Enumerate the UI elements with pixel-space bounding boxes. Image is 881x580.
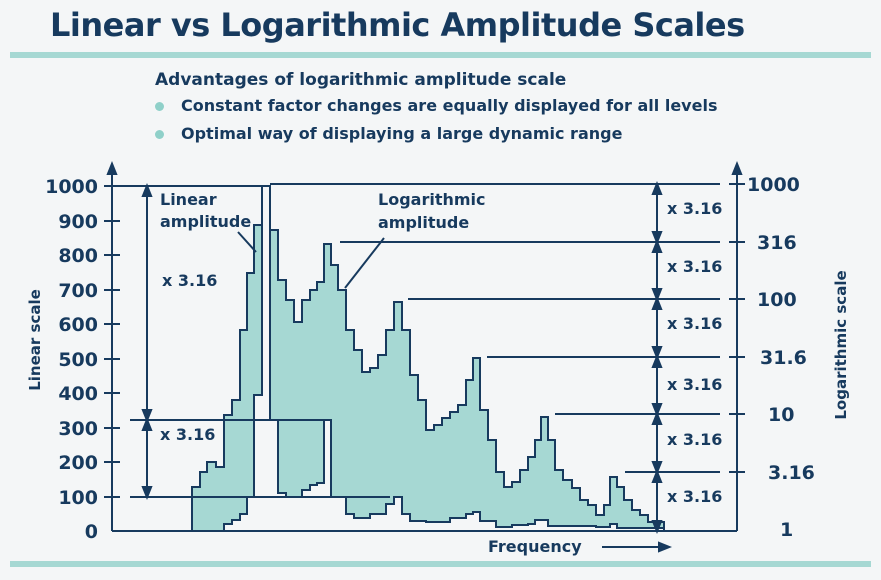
page-title: Linear vs Logarithmic Amplitude Scales [50, 6, 745, 44]
left-tick-label: 900 [58, 211, 98, 233]
advantage-item: Optimal way of displaying a large dynami… [155, 124, 717, 152]
log-factor-label: x 3.16 [667, 257, 722, 276]
linear-amplitude-label-line: Linear [160, 190, 217, 209]
left-axis-title: Linear scale [26, 289, 44, 391]
left-tick-label: 100 [58, 487, 98, 509]
log-factor-label: x 3.16 [667, 199, 722, 218]
right-tick-label: 1000 [747, 174, 800, 196]
left-tick-label: 700 [58, 280, 98, 302]
right-tick-label: 10 [768, 404, 794, 426]
left-tick-label: 300 [58, 418, 98, 440]
left-tick-label: 1000 [45, 176, 98, 198]
log-factor-label: x 3.16 [667, 314, 722, 333]
title-underline [10, 52, 871, 58]
right-axis-title: Logarithmic scale [832, 270, 850, 419]
log-amplitude-label: Logarithmic amplitude [378, 190, 491, 232]
left-tick-label: 800 [58, 245, 98, 267]
advantages-list: Constant factor changes are equally disp… [155, 96, 717, 152]
log-amplitude-label-line: amplitude [378, 213, 469, 232]
log-callout-line [344, 237, 385, 289]
log-factor-label: x 3.16 [667, 375, 722, 394]
left-tick-label: 400 [58, 383, 98, 405]
right-tick-label: 316 [757, 232, 797, 254]
right-tick-marks [729, 183, 745, 473]
left-tick-label: 600 [58, 314, 98, 336]
left-tick-marks [104, 185, 120, 498]
bottom-rule [10, 561, 871, 567]
advantage-item: Constant factor changes are equally disp… [155, 96, 717, 124]
linear-reference-lines [112, 185, 390, 498]
right-tick-label: 100 [757, 289, 797, 311]
bullet-icon [155, 130, 164, 139]
right-tick-label: 1 [780, 519, 793, 541]
linear-amplitude-trace [192, 185, 665, 532]
x-axis-title: Frequency [488, 537, 582, 556]
advantage-text: Constant factor changes are equally disp… [181, 96, 718, 115]
linear-factor-label: x 3.16 [160, 425, 215, 444]
log-factor-label: x 3.16 [667, 430, 722, 449]
log-factor-label: x 3.16 [667, 487, 722, 506]
log-amplitude-label-line: Logarithmic [378, 190, 486, 209]
left-tick-label: 500 [58, 349, 98, 371]
linear-amplitude-label-line: amplitude [160, 212, 251, 231]
right-tick-label: 31.6 [760, 347, 807, 369]
left-tick-label: 0 [85, 521, 98, 543]
left-tick-label: 200 [58, 452, 98, 474]
advantages-heading: Advantages of logarithmic amplitude scal… [155, 70, 567, 90]
bullet-icon [155, 102, 164, 111]
linear-amplitude-label: Linear amplitude [160, 190, 251, 231]
advantage-text: Optimal way of displaying a large dynami… [181, 124, 623, 143]
linear-callout-line [237, 231, 257, 253]
right-tick-label: 3.16 [768, 462, 815, 484]
linear-factor-label: x 3.16 [162, 271, 217, 290]
